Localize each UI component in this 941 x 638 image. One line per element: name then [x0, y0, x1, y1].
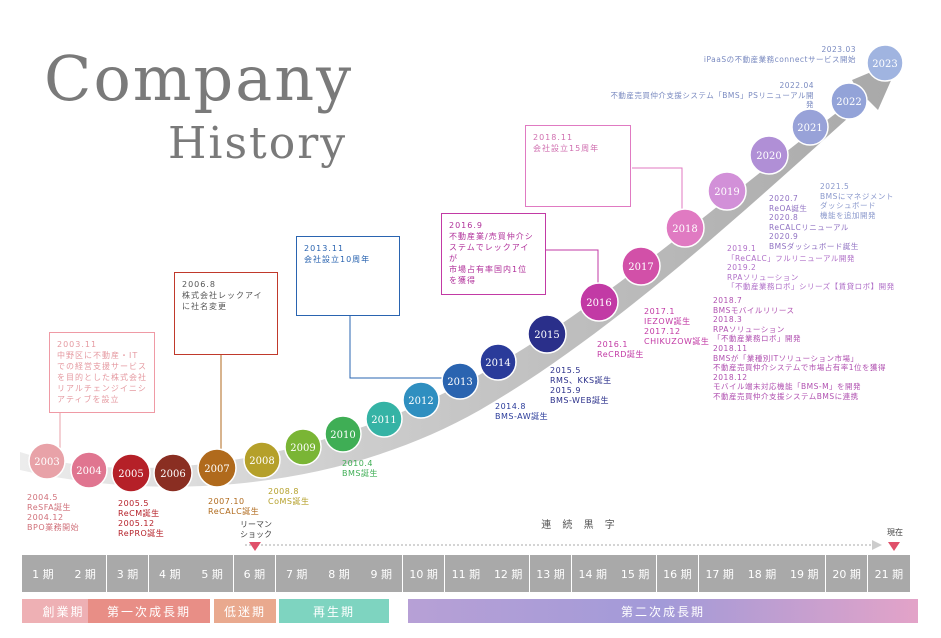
- year-circle-2011: [365, 400, 403, 438]
- year-circle-2009: [284, 428, 322, 466]
- year-label-2020: 2020: [756, 151, 781, 162]
- year-label-2023: 2023: [872, 59, 897, 70]
- year-label-2007: 2007: [204, 464, 229, 475]
- year-circle-2010: [324, 415, 362, 453]
- year-circles: 2003 2004 2005 2006 2007 2008 2009 2010 2011 2012…: [28, 44, 904, 493]
- year-label-2013: 2013: [447, 377, 472, 388]
- year-label-2011: 2011: [371, 415, 396, 426]
- note-2010: 2010.4 BMS誕生: [342, 459, 378, 478]
- year-circle-2012: [402, 381, 440, 419]
- title-line-2: History: [168, 118, 348, 169]
- year-circle-2019: [707, 171, 747, 211]
- callout-2018: 2018.11 会社設立15周年: [525, 125, 631, 207]
- year-circle-2008: [243, 441, 281, 479]
- year-label-2017: 2017: [628, 262, 653, 273]
- year-circle-2023: [866, 44, 904, 82]
- phase-2: 低迷期: [214, 599, 276, 623]
- year-label-2015: 2015: [534, 330, 559, 341]
- page-title: Company: [44, 42, 353, 115]
- note-2021: 2021.5 BMSにマネジメント ダッシュボード 機能を追加開発: [820, 182, 894, 220]
- phase-3: 再生期: [279, 599, 389, 623]
- callout-2016: 2016.9 不動産業/売買仲介シ ステムでレックアイが 市場占有率国内1位 を…: [441, 213, 546, 295]
- note-2016: 2016.1 ReCRD誕生: [597, 340, 644, 359]
- year-label-2009: 2009: [290, 443, 315, 454]
- period-cell: 10 期: [402, 555, 445, 592]
- note-2019: 2019.1 「ReCALC」フルリニューアル開発 2019.2 RPAソリュー…: [727, 244, 895, 292]
- year-circle-2015: [527, 314, 567, 354]
- year-label-2006: 2006: [160, 469, 185, 480]
- year-circle-2007: [197, 448, 237, 488]
- period-cell: 2 期: [64, 555, 107, 592]
- callout-2006: 2006.8 株式会社レックアイ に社名変更: [174, 272, 278, 355]
- year-label-2016: 2016: [586, 298, 611, 309]
- period-cell: 13 期: [529, 555, 572, 592]
- phase-4: 第二次成長期: [408, 599, 918, 623]
- callout-2013: 2013.11 会社設立10周年: [296, 236, 400, 316]
- note-2014: 2014.8 BMS-AW誕生: [495, 402, 549, 421]
- period-cell: 8 期: [318, 555, 360, 592]
- note-2017: 2017.1 IEZOW誕生 2017.12 CHIKUZOW誕生: [644, 307, 710, 346]
- year-circle-2017: [621, 246, 661, 286]
- year-label-2008: 2008: [249, 456, 274, 467]
- phase-1: 第一次成長期: [88, 599, 210, 623]
- note-2004: 2004.5 ReSFA誕生 2004.12 BPO業務開始: [27, 493, 80, 532]
- period-cell: 7 期: [275, 555, 318, 592]
- note-2023: 2023.03 iPaaSの不動産業務connectサービス開始: [703, 45, 856, 64]
- period-cell: 17 期: [698, 555, 741, 592]
- period-cell: 19 期: [783, 555, 826, 592]
- period-cell: 12 期: [487, 555, 530, 592]
- page-subtitle: History: [168, 118, 347, 169]
- year-label-2019: 2019: [714, 187, 739, 198]
- year-circle-2018: [665, 208, 705, 248]
- year-label-2014: 2014: [485, 358, 510, 369]
- year-label-2005: 2005: [118, 469, 143, 480]
- period-cell: 4 期: [148, 555, 191, 592]
- note-2008: 2008.8 CoMS誕生: [268, 487, 310, 506]
- profit-streak-label: 連 続 黒 字: [541, 520, 619, 531]
- note-2020: 2020.7 ReOA誕生 2020.8 ReCALCリニューアル 2020.9…: [769, 194, 859, 251]
- note-2022: 2022.04 不動産売買仲介支援システム「BMS」PSリニューアル開発: [610, 81, 814, 110]
- year-label-2022: 2022: [836, 97, 861, 108]
- period-cell: 15 期: [614, 555, 656, 592]
- note-2018: 2018.7 BMSモバイルリリース 2018.3 RPAソリューション 「不動…: [713, 296, 887, 401]
- year-circle-2003: [28, 442, 66, 480]
- year-label-2003: 2003: [34, 457, 59, 468]
- period-cell: 9 期: [360, 555, 403, 592]
- year-label-2012: 2012: [408, 396, 433, 407]
- period-cell: 18 期: [741, 555, 783, 592]
- period-cell: 14 期: [571, 555, 614, 592]
- callout-leader-lines: [59, 167, 900, 551]
- year-circle-2005: [111, 453, 151, 493]
- year-circle-2014: [479, 343, 517, 381]
- period-cell: 16 期: [656, 555, 699, 592]
- title-line-1: Company: [44, 42, 354, 115]
- lehman-shock-label: リーマン ショック: [240, 520, 272, 539]
- year-label-2010: 2010: [330, 430, 355, 441]
- year-circle-2022: [830, 82, 868, 120]
- period-cell: 11 期: [445, 555, 487, 592]
- period-cell: 6 期: [233, 555, 276, 592]
- note-2005: 2005.5 ReCM誕生 2005.12 RePRO誕生: [118, 499, 165, 538]
- note-2007: 2007.10 ReCALC誕生: [208, 497, 260, 516]
- note-2015: 2015.5 RMS、KKS誕生 2015.9 BMS-WEB誕生: [550, 366, 612, 405]
- period-cell: 3 期: [106, 555, 149, 592]
- year-circle-2016: [579, 282, 619, 322]
- year-circle-2021: [791, 108, 829, 146]
- year-circle-2006: [153, 453, 193, 493]
- growth-arrow: [20, 60, 900, 487]
- year-label-2018: 2018: [672, 224, 697, 235]
- period-cell: 21 期: [868, 555, 910, 592]
- year-circle-2004: [70, 451, 108, 489]
- year-label-2004: 2004: [76, 466, 101, 477]
- callout-2003: 2003.11 中野区に不動産・IT での経営支援サービス を目的とした株式会社…: [49, 332, 155, 413]
- year-label-2021: 2021: [797, 123, 822, 134]
- period-cell: 1 期: [22, 555, 64, 592]
- year-circle-2013: [441, 362, 479, 400]
- period-cell: 5 期: [191, 555, 233, 592]
- period-cell: 20 期: [825, 555, 868, 592]
- now-label: 現在: [887, 528, 903, 537]
- year-circle-2020: [749, 135, 789, 175]
